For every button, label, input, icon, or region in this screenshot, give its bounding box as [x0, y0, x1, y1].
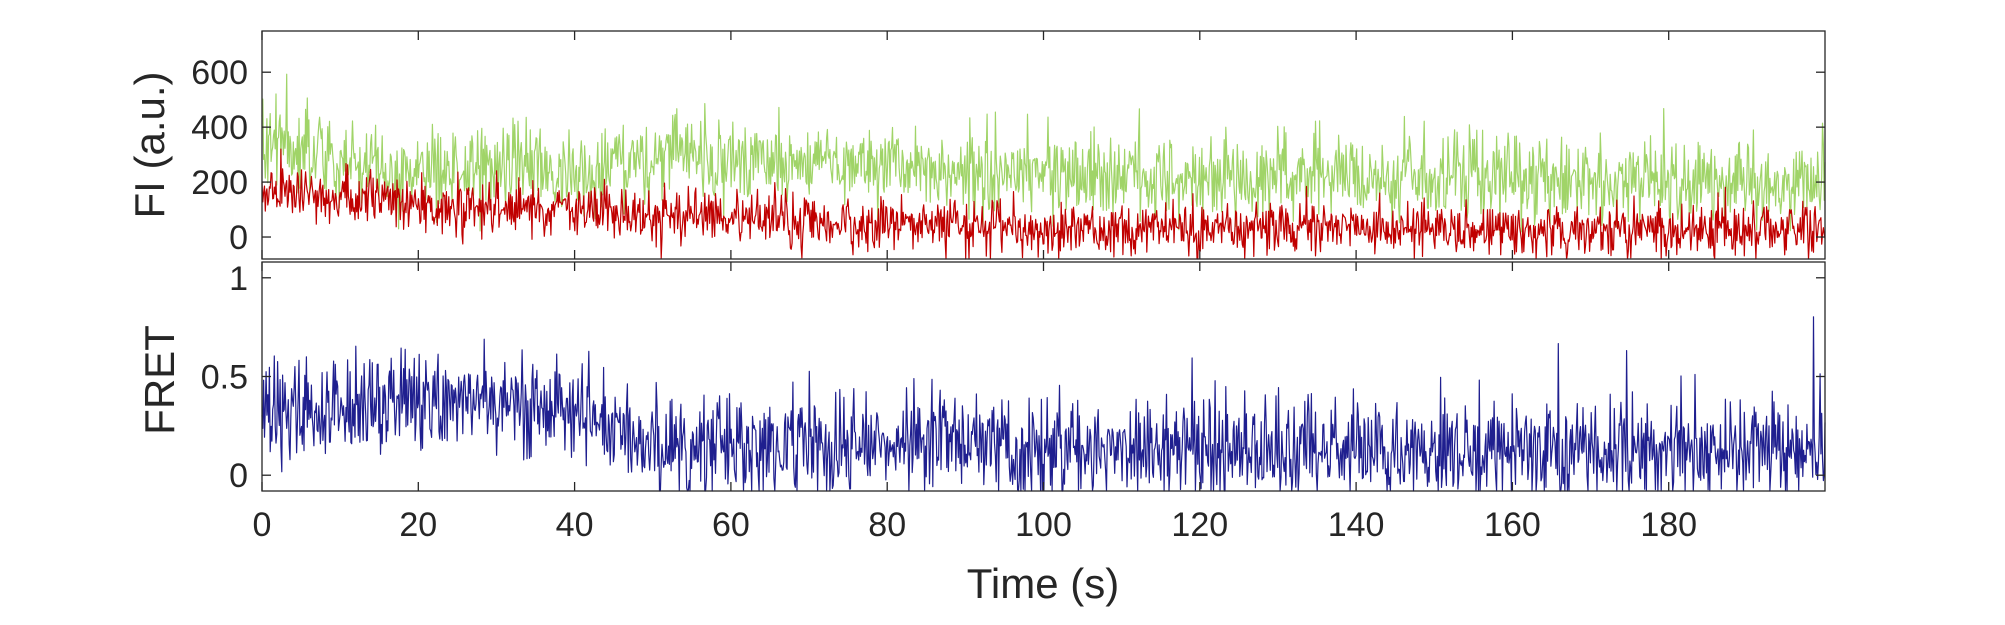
x-axis-label: Time (s): [967, 560, 1119, 607]
y-tick-label: 0: [229, 219, 248, 257]
fret-ticks: 0 0.5 1 0 20 40 60 80 100 120 140 160 180: [201, 260, 1825, 544]
x-tick-label: 160: [1484, 506, 1541, 544]
fluorescence-panel: 0 200 400 600 FI (a.u.): [126, 30, 1826, 260]
fret-traces: [261, 316, 1826, 492]
fluorescence-y-axis-label: FI (a.u.): [126, 71, 173, 218]
donor-trace: [261, 148, 1826, 260]
y-tick-label: 600: [191, 54, 248, 92]
fluorescence-traces: [261, 73, 1826, 260]
fret-trace: [261, 316, 1826, 492]
x-tick-label: 140: [1328, 506, 1385, 544]
x-tick-label: 20: [399, 506, 437, 544]
fluorescence-axes-frame: [261, 30, 1826, 260]
fret-axes-frame: [261, 261, 1826, 492]
y-tick-label: 0.5: [201, 359, 248, 397]
y-tick-label: 1: [229, 260, 248, 298]
x-tick-label: 0: [253, 506, 272, 544]
acceptor-trace: [261, 73, 1826, 236]
x-tick-label: 100: [1015, 506, 1072, 544]
fret-y-axis-label: FRET: [136, 325, 183, 435]
x-tick-label: 40: [556, 506, 594, 544]
x-tick-label: 80: [868, 506, 906, 544]
x-tick-label: 120: [1171, 506, 1228, 544]
x-tick-label: 60: [712, 506, 750, 544]
fret-panel: 0 0.5 1 0 20 40 60 80 100 120 140 160 180 FRET Time …: [136, 260, 1826, 607]
y-tick-label: 0: [229, 457, 248, 495]
fluorescence-ticks: 0 200 400 600: [191, 31, 1825, 259]
y-tick-label: 200: [191, 164, 248, 202]
x-tick-label: 180: [1640, 506, 1697, 544]
y-tick-label: 400: [191, 109, 248, 147]
